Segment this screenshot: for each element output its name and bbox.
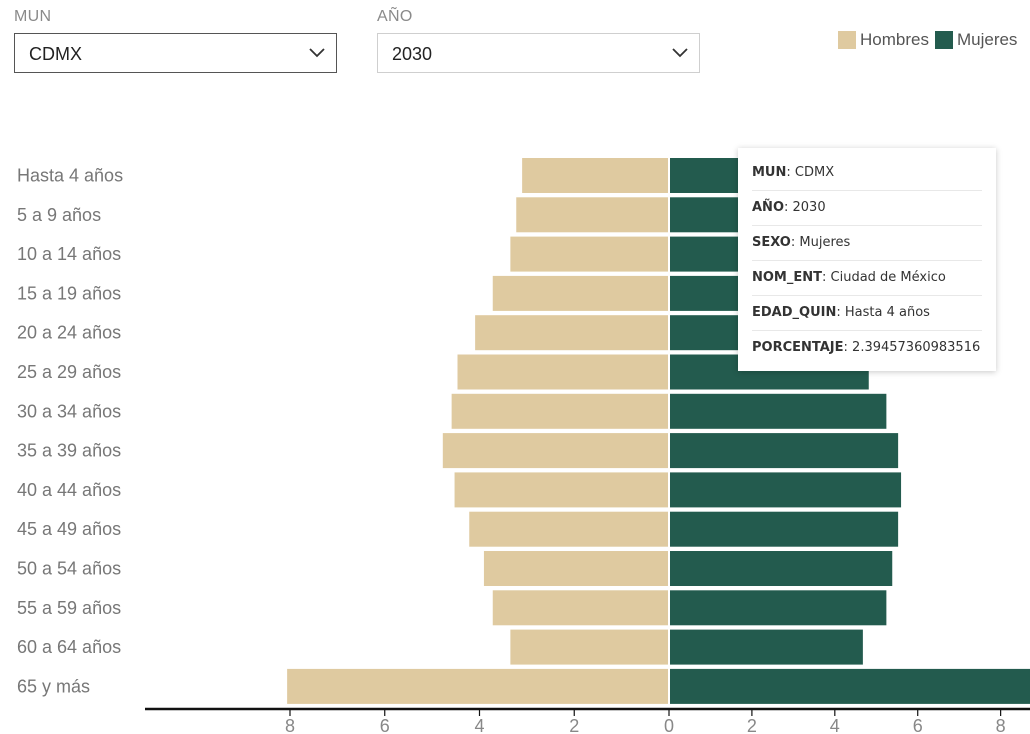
bar-mujeres-60-a-64-a-os[interactable] <box>669 629 863 665</box>
anio-label: AÑO <box>377 8 413 25</box>
tooltip: MUN: CDMX AÑO: 2030 SEXO: Mujeres NOM_EN… <box>738 148 996 371</box>
bar-hombres-5-a-9-a-os[interactable] <box>516 197 669 233</box>
bar-hombres-35-a-39-a-os[interactable] <box>442 433 669 469</box>
bar-mujeres-50-a-54-a-os[interactable] <box>669 551 893 586</box>
x-tick-label: 2 <box>569 716 579 734</box>
legend-swatch-hombres <box>838 31 856 49</box>
legend-label-mujeres: Mujeres <box>956 30 1018 49</box>
age-group-label: 50 a 54 años <box>17 559 121 579</box>
age-group-label: 25 a 29 años <box>17 362 121 382</box>
bar-hombres-10-a-14-a-os[interactable] <box>510 236 669 272</box>
bar-hombres-45-a-49-a-os[interactable] <box>469 511 669 547</box>
x-tick-label: 0 <box>664 716 674 734</box>
mun-select[interactable]: CDMX <box>14 33 337 73</box>
age-group-label: 20 a 24 años <box>17 323 121 343</box>
x-tick-label: 4 <box>830 716 840 734</box>
bar-mujeres-45-a-49-a-os[interactable] <box>669 511 899 547</box>
legend-item-mujeres[interactable]: Mujeres <box>934 30 1018 50</box>
anio-select-value: 2030 <box>392 44 433 64</box>
age-group-label: 30 a 34 años <box>17 401 121 421</box>
x-tick-label: 8 <box>285 716 295 734</box>
legend-swatch-mujeres <box>934 31 953 49</box>
bar-hombres-50-a-54-a-os[interactable] <box>483 551 669 586</box>
bar-hombres-60-a-64-a-os[interactable] <box>510 629 669 665</box>
age-group-label: 5 a 9 años <box>17 205 101 225</box>
x-tick-label: 4 <box>474 716 484 734</box>
x-tick-label: 6 <box>380 716 390 734</box>
bar-mujeres-35-a-39-a-os[interactable] <box>669 433 899 469</box>
tooltip-row-sexo: SEXO: Mujeres <box>752 226 982 261</box>
bar-hombres-20-a-24-a-os[interactable] <box>475 315 669 351</box>
bar-mujeres-30-a-34-a-os[interactable] <box>669 393 887 429</box>
age-group-label: 40 a 44 años <box>17 480 121 500</box>
tooltip-row-porcentaje: PORCENTAJE: 2.39457360983516 <box>752 340 981 355</box>
age-group-label: 45 a 49 años <box>17 519 121 539</box>
legend-label-hombres: Hombres <box>860 30 929 49</box>
age-group-label: 60 a 64 años <box>17 637 121 657</box>
chevron-down-icon <box>672 48 688 58</box>
bar-hombres-55-a-59-a-os[interactable] <box>492 590 669 626</box>
age-group-label: 10 a 14 años <box>17 244 121 264</box>
age-group-label: 15 a 19 años <box>17 283 121 303</box>
bar-hombres-40-a-44-a-os[interactable] <box>454 472 669 508</box>
mun-label: MUN <box>14 8 52 25</box>
chevron-down-icon <box>309 48 325 58</box>
bar-hombres-25-a-29-a-os[interactable] <box>457 354 670 390</box>
bar-mujeres-40-a-44-a-os[interactable] <box>669 472 902 508</box>
x-tick-label: 6 <box>913 716 923 734</box>
bar-hombres-hasta-4-a-os[interactable] <box>522 158 669 193</box>
tooltip-row-mun: MUN: CDMX <box>752 156 982 191</box>
bar-mujeres-55-a-59-a-os[interactable] <box>669 590 887 626</box>
bar-mujeres-65-y-m-s[interactable] <box>669 668 1030 704</box>
mun-select-value: CDMX <box>29 44 82 64</box>
age-group-label: 55 a 59 años <box>17 598 121 618</box>
age-group-label: 35 a 39 años <box>17 441 121 461</box>
tooltip-row-nom-ent: NOM_ENT: Ciudad de México <box>752 261 982 296</box>
tooltip-row-anio: AÑO: 2030 <box>752 191 982 226</box>
x-tick-label: 2 <box>747 716 757 734</box>
x-tick-label: 8 <box>996 716 1006 734</box>
legend: Hombres Mujeres <box>838 30 1023 50</box>
bar-hombres-65-y-m-s[interactable] <box>287 668 669 704</box>
legend-item-hombres[interactable]: Hombres <box>838 30 929 50</box>
age-group-label: Hasta 4 años <box>17 166 123 186</box>
anio-select[interactable]: 2030 <box>377 33 700 73</box>
age-group-label: 65 y más <box>17 676 90 696</box>
bar-hombres-15-a-19-a-os[interactable] <box>492 275 669 311</box>
bar-hombres-30-a-34-a-os[interactable] <box>451 393 669 429</box>
tooltip-row-edad-quin: EDAD_QUIN: Hasta 4 años <box>752 296 982 331</box>
